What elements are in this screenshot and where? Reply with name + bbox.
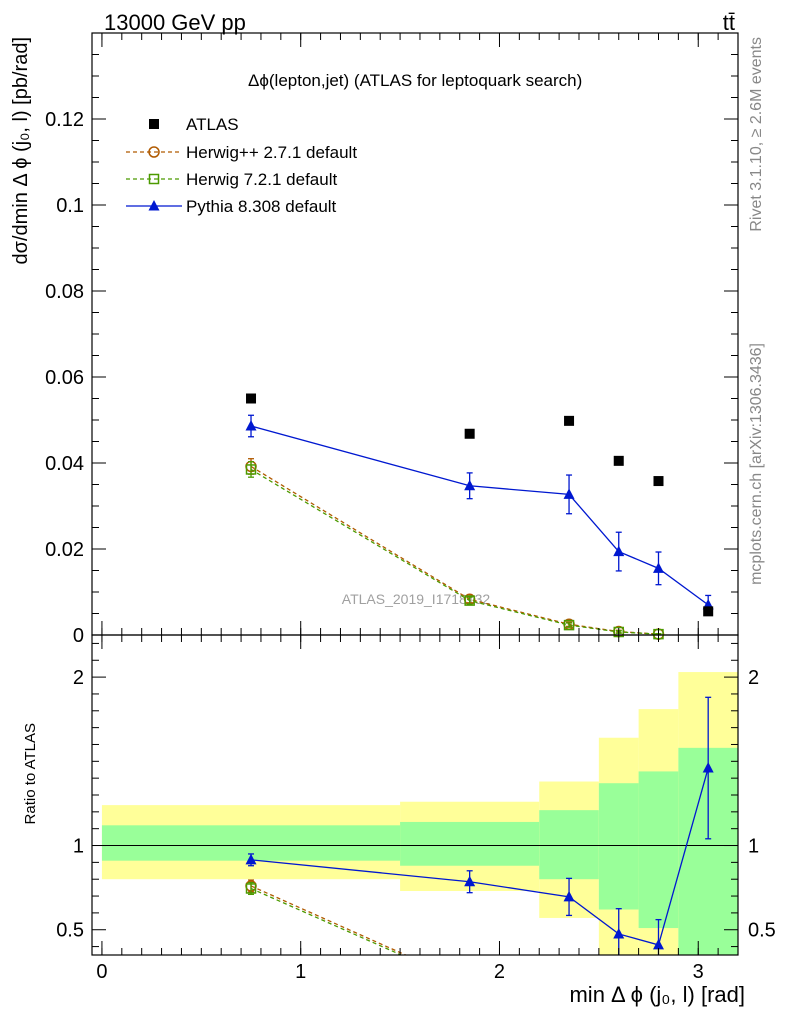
series-pythia-8-308-default (245, 696, 714, 955)
legend-label: Pythia 8.308 default (186, 197, 337, 216)
data-point (702, 762, 714, 773)
ratio-tick-label-left: 2 (73, 667, 84, 689)
header-right: tt̄ (723, 10, 735, 35)
y-tick-label: 0.02 (45, 539, 84, 561)
main-y-axis-label: dσ/dmin Δ ϕ (j₀, l) [pb/rad] (10, 37, 32, 265)
y-tick-label: 0.12 (45, 109, 84, 131)
data-point (245, 883, 257, 894)
series-line (250, 465, 659, 635)
data-point (652, 938, 664, 950)
header-left: 13000 GeV pp (104, 10, 246, 35)
data-point (245, 420, 257, 431)
y-tick-label: 0 (73, 625, 84, 647)
legend-marker (148, 173, 160, 185)
data-point (464, 875, 476, 887)
ratio-tick-label-left: 1 (73, 836, 84, 858)
y-tick-label: 0.08 (45, 281, 84, 303)
data-point (703, 606, 714, 617)
data-point (563, 890, 575, 902)
series-herwig-2-7-1-default (245, 879, 475, 989)
y-tick-label: 0.1 (56, 195, 84, 217)
ratio-tick-label-left: 0.5 (56, 920, 84, 942)
data-point (613, 455, 624, 466)
data-point (613, 927, 625, 939)
ratio-bands (101, 672, 738, 955)
data-point (465, 981, 474, 990)
series-herwig-2-7-1-default (245, 458, 665, 640)
rivet-label: Rivet 3.1.10, ≥ 2.6M events (748, 37, 765, 232)
uncertainty-band-inner (598, 783, 639, 910)
x-tick-label: 2 (494, 961, 505, 983)
legend-marker (148, 200, 160, 211)
y-tick-label: 0.06 (45, 367, 84, 389)
data-point (613, 545, 625, 557)
ratio-tick-label-right: 0.5 (748, 920, 776, 942)
data-point (563, 619, 575, 631)
data-point (246, 393, 257, 404)
data-point (464, 595, 475, 606)
series-line (250, 767, 709, 946)
uncertainty-band-inner (638, 771, 679, 929)
x-tick-label: 0 (96, 961, 107, 983)
data-point (245, 464, 257, 475)
x-tick-label: 1 (295, 961, 306, 983)
ratio-tick-label-right: 1 (748, 836, 759, 858)
legend-marker (149, 119, 159, 129)
series-pythia-8-308-default (245, 414, 714, 616)
series-line (250, 887, 403, 955)
chart-title: Δϕ(lepton,jet) (ATLAS for leptoquark sea… (248, 71, 582, 90)
series-line (250, 885, 408, 955)
series-herwig-7-2-1-default (245, 881, 474, 990)
legend-label: Herwig++ 2.7.1 default (186, 143, 357, 162)
legend: ATLAS Herwig++ 2.7.1 default Herwig 7.2.1 … (126, 115, 357, 216)
y-tick-label: 0.04 (45, 453, 84, 475)
main-panel: 0 0.02 0.04 0.06 0.08 0.1 0.12 (45, 32, 739, 647)
data-point (464, 479, 476, 491)
ratio-tick-label-right: 2 (748, 667, 759, 689)
ratio-panel: 0 1 2 3 0.5 0.5 1 1 2 2 (56, 634, 776, 990)
series-herwig-7-2-1-default (245, 461, 664, 640)
analysis-watermark: ATLAS_2019_I1718132 (342, 591, 491, 607)
mcplots-label: mcplots.cern.ch [arXiv:1306.3436] (748, 343, 765, 585)
data-point (245, 853, 257, 865)
data-point (563, 488, 575, 499)
legend-label: ATLAS (186, 115, 239, 134)
data-point (564, 415, 575, 426)
data-point (465, 979, 475, 989)
x-tick-label: 3 (693, 961, 704, 983)
series-atlas (246, 393, 714, 617)
series-line (250, 425, 709, 606)
data-point (464, 428, 475, 439)
series-line (250, 468, 659, 635)
data-point (652, 562, 664, 573)
uncertainty-band-inner (539, 810, 599, 880)
data-point (653, 476, 664, 487)
x-axis-label: min Δ ϕ (j₀, l) [rad] (569, 982, 745, 1007)
legend-marker (148, 146, 160, 158)
uncertainty-band-inner (400, 821, 540, 866)
ratio-y-axis-label: Ratio to ATLAS (22, 723, 39, 824)
legend-label: Herwig 7.2.1 default (186, 170, 337, 189)
